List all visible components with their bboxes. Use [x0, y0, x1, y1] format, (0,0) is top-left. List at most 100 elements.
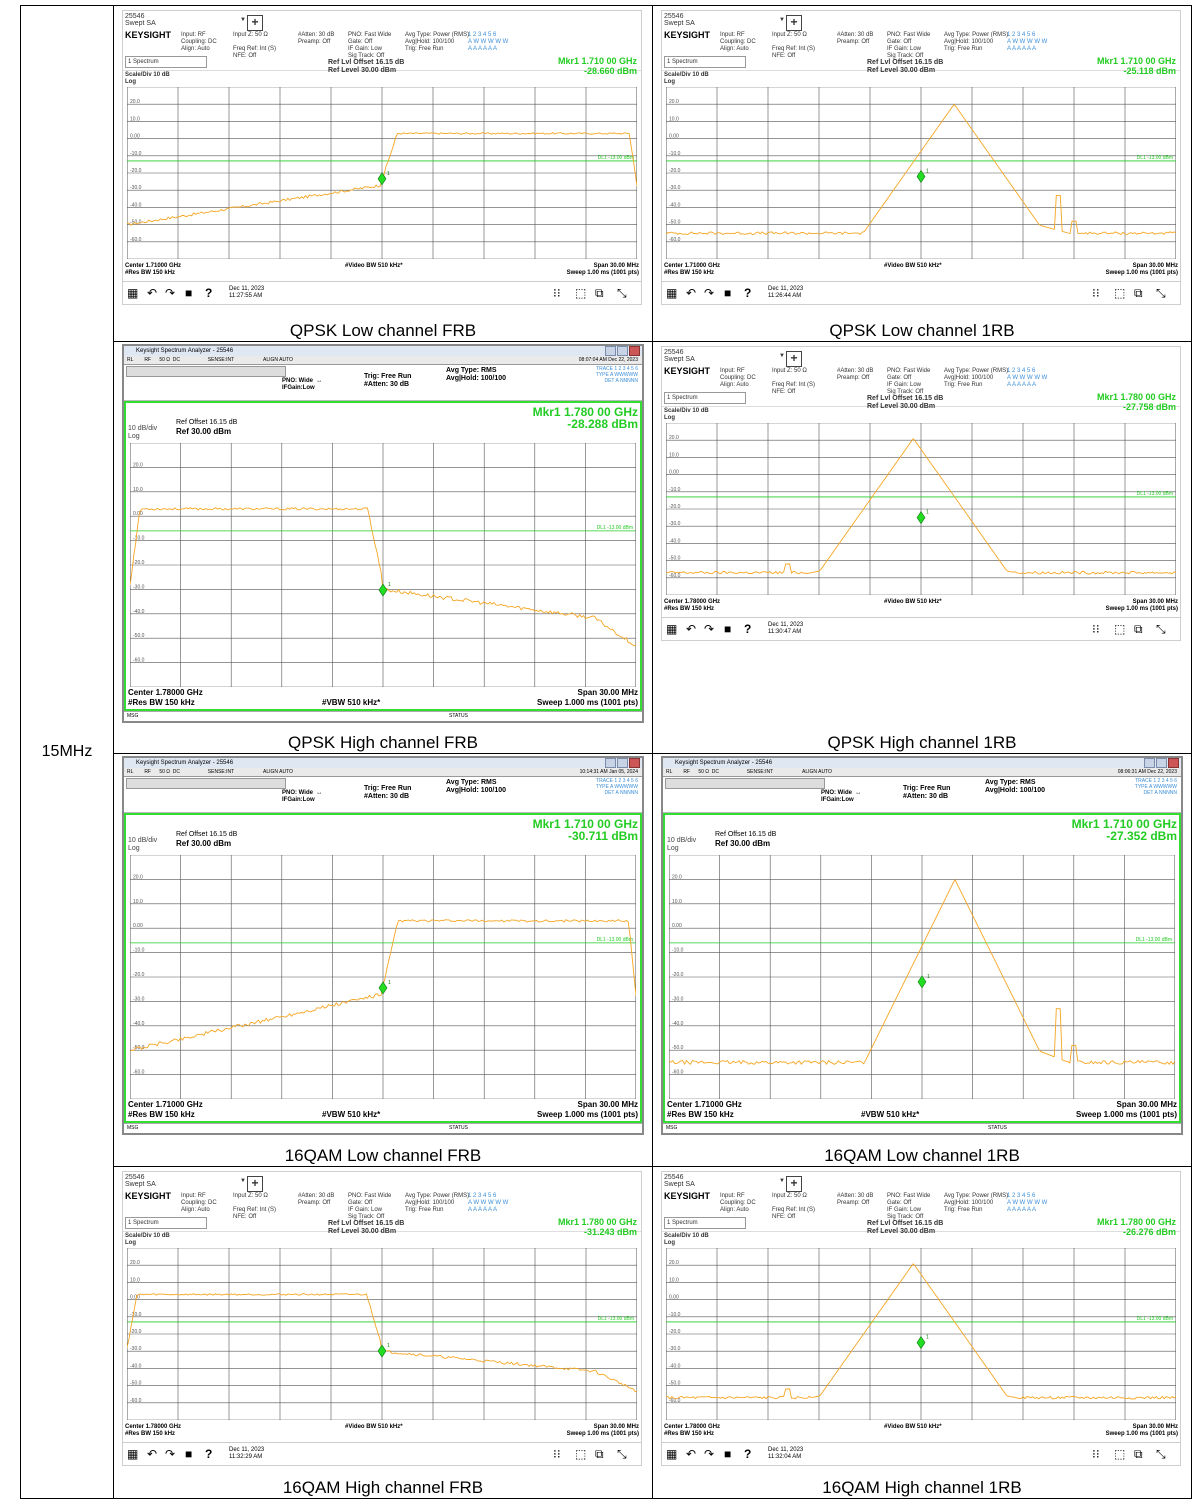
spectrum-selector[interactable]: 1 Spectrum: [664, 392, 746, 404]
window-icon[interactable]: ⧉: [1134, 1447, 1143, 1461]
fullscreen-icon[interactable]: ⤡: [1156, 1447, 1166, 1461]
clock: Dec 11, 2023 11:32:04 AM: [768, 1447, 803, 1461]
windows-icon[interactable]: ▦: [666, 1447, 678, 1461]
spectrum-selector[interactable]: 1 Spectrum: [125, 1217, 207, 1229]
spectrum-selector[interactable]: 1 Spectrum: [664, 1217, 746, 1229]
mode-dropdown-icon[interactable]: ▼: [240, 1178, 246, 1184]
add-screen-button[interactable]: +: [247, 15, 263, 31]
folder-icon[interactable]: ■: [724, 622, 732, 636]
settings-column: 1 2 3 4 5 6 A W W W W W A A A A A A: [1007, 1193, 1048, 1213]
redo-icon[interactable]: ↷: [704, 286, 715, 300]
cursor-icon[interactable]: ⬚: [1114, 622, 1126, 636]
windows-icon[interactable]: ▦: [127, 286, 139, 300]
y-tick-label: 0.00: [130, 1295, 140, 1301]
marker-diamond[interactable]: [916, 169, 926, 183]
marker-readout: Mkr1 1.710 00 GHz -28.660 dBm: [558, 56, 637, 76]
close-button[interactable]: [629, 758, 640, 768]
window-icon[interactable]: ⧉: [1134, 286, 1143, 300]
undo-icon[interactable]: ↶: [686, 622, 697, 636]
maximize-button[interactable]: [1156, 758, 1167, 768]
message-label: MSG: [127, 1125, 139, 1131]
mode-dropdown-icon[interactable]: ▼: [779, 17, 785, 23]
undo-icon[interactable]: ↶: [147, 1447, 158, 1461]
cursor-icon[interactable]: ⬚: [575, 1447, 587, 1461]
add-screen-button[interactable]: +: [786, 1176, 802, 1192]
add-screen-button[interactable]: +: [786, 15, 802, 31]
scale-label: 10 dB/div Log: [128, 425, 157, 441]
window-icon[interactable]: ⧉: [1134, 622, 1143, 636]
mode-dropdown-icon[interactable]: ▼: [779, 353, 785, 359]
marker-diamond[interactable]: [377, 172, 387, 186]
fullscreen-icon[interactable]: ⤡: [1156, 622, 1166, 636]
spectrum-selector[interactable]: 1 Spectrum: [664, 56, 746, 68]
status-strip: RL RF 50 Ω DC SENSE:INT ALIGN AUTO 08:07:…: [124, 356, 642, 365]
fullscreen-icon[interactable]: ⤡: [617, 286, 627, 300]
minimize-button[interactable]: [605, 758, 616, 768]
marker-diamond[interactable]: [378, 981, 388, 995]
close-button[interactable]: [629, 346, 640, 356]
y-tick-label: -60.0: [669, 237, 681, 243]
grid-view-icon[interactable]: ⁝⁝: [1092, 286, 1100, 300]
windows-icon[interactable]: ▦: [666, 622, 678, 636]
cursor-icon[interactable]: ⬚: [1114, 1447, 1126, 1461]
marker-diamond[interactable]: [378, 583, 388, 597]
center-frequency: Center 1.78000 GHz: [128, 688, 203, 697]
cursor-icon[interactable]: ⬚: [575, 286, 587, 300]
redo-icon[interactable]: ↷: [165, 1447, 176, 1461]
fullscreen-icon[interactable]: ⤡: [617, 1447, 627, 1461]
help-icon[interactable]: ?: [744, 1447, 752, 1461]
minimize-button[interactable]: [1144, 758, 1155, 768]
close-button[interactable]: [1168, 758, 1179, 768]
window-icon[interactable]: ⧉: [595, 286, 604, 300]
help-icon[interactable]: ?: [205, 286, 213, 300]
marker-value: -31.243 dBm: [583, 1227, 637, 1237]
windows-icon[interactable]: ▦: [127, 1447, 139, 1461]
windows-icon[interactable]: ▦: [666, 286, 678, 300]
grid-view-icon[interactable]: ⁝⁝: [1092, 1447, 1100, 1461]
folder-icon[interactable]: ■: [724, 286, 732, 300]
mode-dropdown-icon[interactable]: ▼: [240, 17, 246, 23]
grid-view-icon[interactable]: ⁝⁝: [1092, 622, 1100, 636]
redo-icon[interactable]: ↷: [165, 286, 176, 300]
mode-dropdown-icon[interactable]: ▼: [779, 1178, 785, 1184]
fullscreen-icon[interactable]: ⤡: [1156, 286, 1166, 300]
minimize-button[interactable]: [605, 346, 616, 356]
marker-diamond[interactable]: [377, 1344, 387, 1358]
undo-icon[interactable]: ↶: [686, 1447, 697, 1461]
cursor-icon[interactable]: ⬚: [1114, 286, 1126, 300]
y-tick-label: 20.0: [130, 1260, 140, 1266]
maximize-button[interactable]: [617, 346, 628, 356]
marker-diamond[interactable]: [917, 975, 927, 989]
y-tick-label: -20.0: [672, 972, 684, 978]
marker-diamond[interactable]: [916, 1336, 926, 1350]
grid-view-icon[interactable]: ⁝⁝: [553, 1447, 561, 1461]
grid-view-icon[interactable]: ⁝⁝: [553, 286, 561, 300]
marker-diamond[interactable]: [916, 511, 926, 525]
y-tick-label: 20.0: [133, 874, 143, 880]
help-icon[interactable]: ?: [744, 286, 752, 300]
settings-column: 1 2 3 4 5 6 A W W W W W A A A A A A: [468, 32, 509, 52]
window-title: Keysight Spectrum Analyzer - 25546: [675, 760, 773, 766]
folder-icon[interactable]: ■: [724, 1447, 732, 1461]
folder-icon[interactable]: ■: [185, 286, 193, 300]
maximize-button[interactable]: [617, 758, 628, 768]
settings-column: Avg Type: Power (RMS) Avg|Hold: 100/100 …: [405, 32, 470, 52]
y-tick-label: -20.0: [669, 168, 681, 174]
status-label: STATUS: [988, 1125, 1007, 1131]
undo-icon[interactable]: ↶: [686, 286, 697, 300]
reference-level: Ref Lvl Offset 16.15 dB Ref Level 30.00 d…: [867, 395, 943, 411]
message-field: [126, 366, 286, 377]
undo-icon[interactable]: ↶: [147, 286, 158, 300]
spectrum-selector[interactable]: 1 Spectrum: [125, 56, 207, 68]
window-icon[interactable]: ⧉: [595, 1447, 604, 1461]
redo-icon[interactable]: ↷: [704, 1447, 715, 1461]
folder-icon[interactable]: ■: [185, 1447, 193, 1461]
help-icon[interactable]: ?: [744, 622, 752, 636]
y-tick-label: 10.0: [133, 899, 143, 905]
reference-level: Ref Lvl Offset 16.15 dB Ref Level 30.00 d…: [328, 1220, 404, 1236]
add-screen-button[interactable]: +: [247, 1176, 263, 1192]
add-screen-button[interactable]: +: [786, 351, 802, 367]
redo-icon[interactable]: ↷: [704, 622, 715, 636]
y-tick-label: -10.0: [669, 487, 681, 493]
help-icon[interactable]: ?: [205, 1447, 213, 1461]
